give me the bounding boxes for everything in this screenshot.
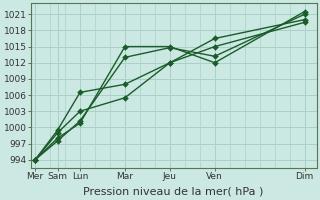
X-axis label: Pression niveau de la mer( hPa ): Pression niveau de la mer( hPa ) xyxy=(84,187,264,197)
